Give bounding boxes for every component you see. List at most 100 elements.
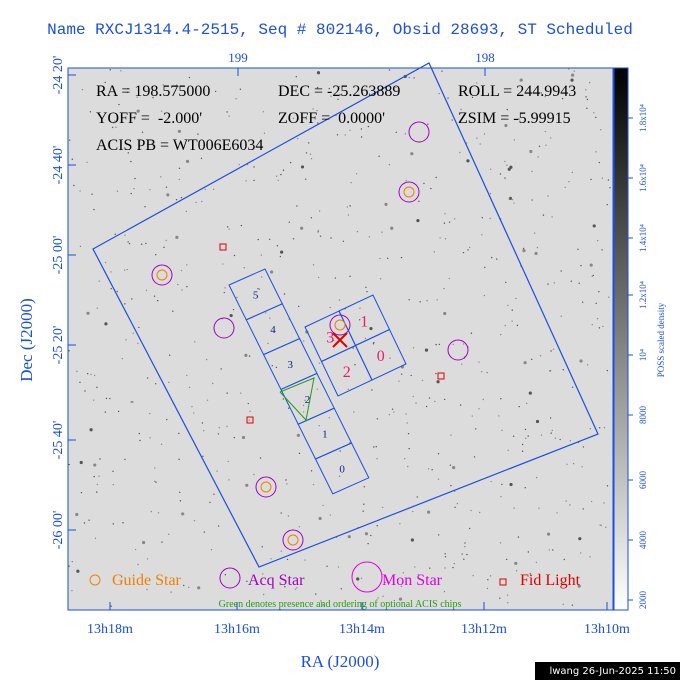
sky-dot <box>166 418 168 421</box>
sky-dot <box>112 470 114 473</box>
sky-dot <box>506 108 508 111</box>
sky-dot <box>388 414 391 416</box>
sky-dot <box>322 604 324 606</box>
sky-dot <box>370 534 372 537</box>
sky-dot <box>395 86 397 89</box>
sky-dot <box>427 510 431 514</box>
x-tick-label: 13h16m <box>214 622 260 637</box>
sky-dot <box>416 218 420 223</box>
sky-dot <box>505 281 507 284</box>
sky-dot <box>316 388 318 390</box>
sky-dot <box>355 173 358 175</box>
sky-dot <box>105 397 108 400</box>
sky-dot <box>367 542 369 545</box>
sky-dot <box>137 342 139 345</box>
info: RA = 198.575000 DEC = -25.263889 ROLL = … <box>96 83 576 154</box>
title: Name RXCJ1314.4-2515, Seq # 802146, Obsi… <box>47 21 633 39</box>
sky-dot <box>378 155 380 157</box>
sky-dot <box>296 433 300 438</box>
y-tick-label: -25 00' <box>51 236 66 275</box>
sky-dot <box>399 523 401 525</box>
y-tick-label: -24 40' <box>51 146 66 185</box>
s-chip-label: 3 <box>288 359 294 371</box>
sky-dot <box>487 579 489 581</box>
sky-dot <box>81 88 84 91</box>
sky-dot <box>262 593 265 596</box>
sky-dot <box>253 179 255 182</box>
sky-dot <box>407 433 410 435</box>
sky-dot <box>111 126 114 129</box>
sky-dot <box>439 237 441 239</box>
sky-dot <box>347 535 351 539</box>
sky-dot <box>453 562 456 565</box>
sky-dot <box>533 232 536 234</box>
sky-dot <box>452 343 454 346</box>
sky-dot <box>334 277 336 279</box>
sky-dot <box>483 294 486 297</box>
sky-dot <box>104 261 107 264</box>
sky-dot <box>421 379 424 382</box>
x-tick-label: 13h18m <box>87 622 133 637</box>
sky-dot <box>330 237 332 239</box>
sky-dot <box>312 483 315 486</box>
sky-dot <box>388 69 391 71</box>
sky-dot <box>373 446 375 448</box>
sky-dot <box>96 386 98 389</box>
sky-dot <box>90 373 92 376</box>
sky-dot <box>569 440 571 442</box>
sky-dot <box>150 510 153 513</box>
sky-dot <box>257 288 259 290</box>
sky-dot <box>296 114 298 116</box>
sky-dot <box>145 242 147 245</box>
sky-dot <box>375 446 377 448</box>
sky-dot <box>144 206 146 208</box>
sky-dot <box>265 312 267 314</box>
i-chip-label: 2 <box>343 364 351 381</box>
sky-dot <box>491 256 493 259</box>
sky-dot <box>98 475 100 477</box>
sky-dot <box>228 115 230 117</box>
sky-dot <box>414 566 416 568</box>
sky-dot <box>489 217 491 220</box>
sky-dot <box>165 186 168 188</box>
sky-dot <box>547 195 549 197</box>
sky-dot <box>602 325 604 328</box>
sky-dot <box>178 178 181 181</box>
sky-dot <box>298 526 301 528</box>
sky-dot <box>450 484 452 487</box>
sky-dot <box>429 567 431 569</box>
sky-dot <box>243 267 245 269</box>
sky-dot <box>203 429 205 432</box>
sky-dot <box>571 604 574 606</box>
sky-dot <box>83 522 86 524</box>
sky-dot <box>96 483 99 486</box>
sky-dot <box>349 205 351 207</box>
sky-dot <box>556 512 558 514</box>
sky-dot <box>468 246 471 249</box>
sky-dot <box>419 301 421 303</box>
sky-dot <box>152 144 154 147</box>
sky-dot <box>372 343 375 345</box>
sky-dot <box>214 90 217 93</box>
sky-dot <box>127 241 129 243</box>
sky-dot <box>154 383 157 385</box>
sky-dot <box>582 446 585 448</box>
sky-dot <box>522 249 526 253</box>
sky-dot <box>499 173 502 175</box>
sky-dot <box>551 216 553 218</box>
sky-dot <box>577 584 581 588</box>
sky-dot <box>209 501 211 504</box>
sky-dot <box>93 463 97 467</box>
sky-dot <box>339 450 341 452</box>
sky-dot <box>381 231 383 233</box>
sky-dot <box>400 256 403 259</box>
sky-dot <box>498 415 500 417</box>
sky-dot <box>464 542 466 544</box>
sky-dot <box>367 125 370 128</box>
sky-dot <box>241 435 246 440</box>
sky-dot <box>512 435 515 437</box>
sky-dot <box>405 180 407 182</box>
colorbar-tick-label: 1.8x10⁴ <box>638 104 648 132</box>
sky-dot <box>140 243 143 245</box>
sky-dot <box>303 340 305 342</box>
